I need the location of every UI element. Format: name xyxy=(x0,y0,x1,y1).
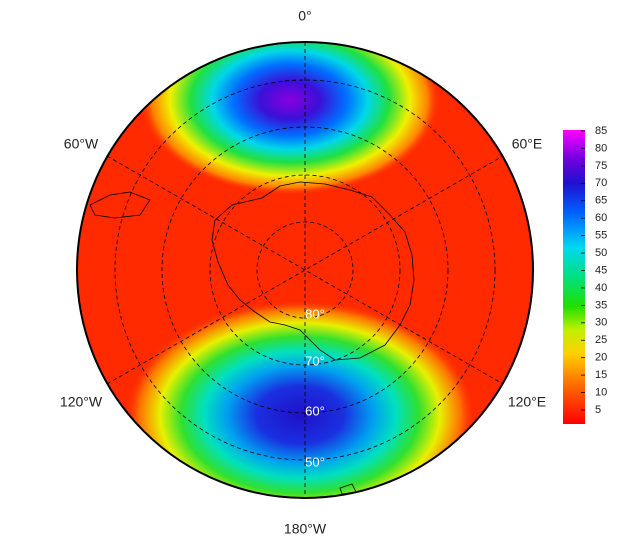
colorbar-tick-label: 50 xyxy=(595,247,607,259)
colorbar-tick-label: 40 xyxy=(595,282,607,294)
colorbar-tick-label: 70 xyxy=(595,177,607,189)
latitude-label: 50° xyxy=(305,454,325,469)
colorbar-tick-label: 75 xyxy=(595,160,607,172)
longitude-label: 0° xyxy=(298,8,311,24)
colorbar-tick-label: 30 xyxy=(595,317,607,329)
colorbar: 5 10 15 20 25 30 35 40 45 50 55 60 65 70 75 80 85 xyxy=(563,125,607,424)
colorbar-tick-label: 80 xyxy=(595,142,607,154)
longitude-label: 60°W xyxy=(64,136,99,152)
colorbar-scale xyxy=(563,130,585,424)
heatmap xyxy=(77,42,533,498)
colorbar-tick-label: 60 xyxy=(595,212,607,224)
colorbar-tick-label: 20 xyxy=(595,352,607,364)
colorbar-tick-label: 5 xyxy=(595,404,601,416)
longitude-label: 120°W xyxy=(60,394,103,410)
colorbar-tick-label: 25 xyxy=(595,334,607,346)
colorbar-tick-label: 10 xyxy=(595,386,607,398)
longitude-label: 180°W xyxy=(284,521,327,537)
colorbar-tick-label: 65 xyxy=(595,195,607,207)
latitude-label: 60° xyxy=(305,403,325,418)
longitude-label: 120°E xyxy=(508,394,546,410)
colorbar-tick-label: 55 xyxy=(595,230,607,242)
colorbar-tick-label: 15 xyxy=(595,369,607,381)
map-border xyxy=(76,41,534,499)
latitude-label: 80° xyxy=(305,306,325,321)
colorbar-tick-label: 35 xyxy=(595,299,607,311)
graticule xyxy=(106,42,504,498)
longitude-label: 60°E xyxy=(512,136,543,152)
colorbar-tick-label: 45 xyxy=(595,264,607,276)
latitude-label: 70° xyxy=(305,353,325,368)
colorbar-tick-label: 85 xyxy=(595,125,607,137)
